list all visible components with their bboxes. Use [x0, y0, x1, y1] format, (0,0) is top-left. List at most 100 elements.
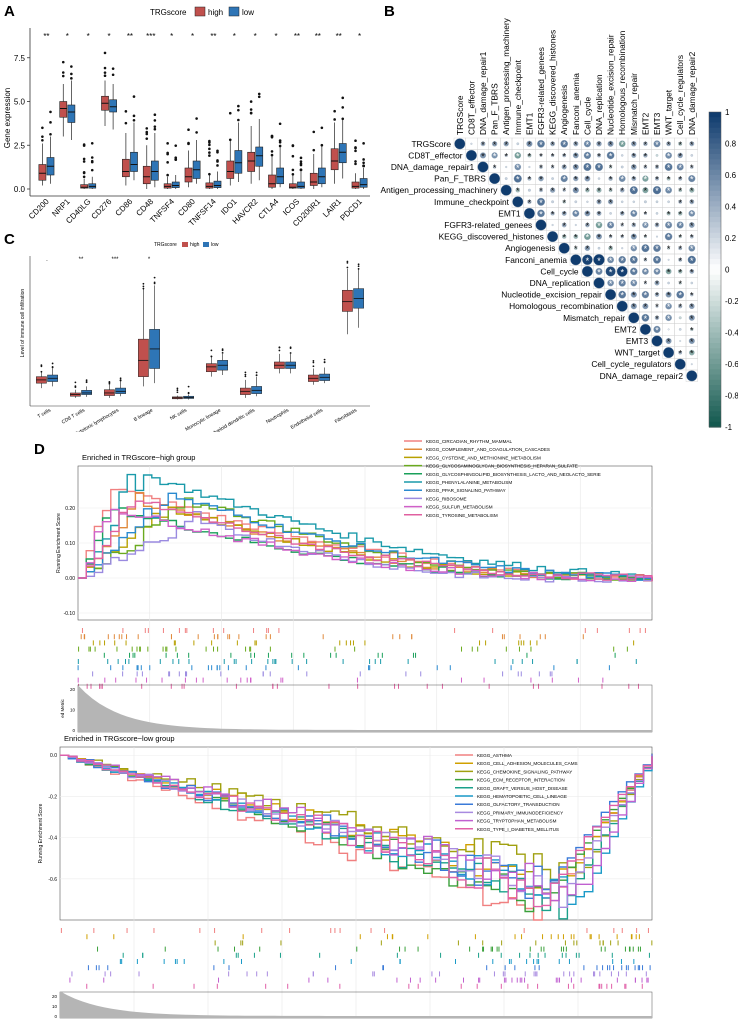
panel-b-corr-circle	[676, 290, 685, 299]
panel-b-corr-circle	[653, 244, 661, 252]
panel-b-corr-circle	[560, 140, 568, 148]
panel-b-signif-star: *	[609, 163, 613, 173]
panel-b-signif-star: *	[644, 256, 648, 266]
panel-b-corr-circle	[527, 176, 532, 181]
panel-b-colorbar-tick: -0.6	[725, 360, 738, 369]
panel-b-corr-circle	[551, 177, 554, 180]
panel-a-outlier	[270, 153, 274, 157]
panel-b-corr-circle	[639, 323, 651, 335]
panel-b-corr-circle	[643, 211, 647, 215]
panel-a-outlier	[41, 138, 44, 142]
panel-b-signif-star: *	[528, 140, 532, 150]
panel-a-signif: *	[108, 32, 111, 41]
panel-a-box-high	[226, 160, 235, 179]
panel-a-outlier	[166, 161, 169, 164]
panel-a-outlier	[153, 127, 157, 131]
panel-b-signif-star: *	[678, 279, 682, 289]
panel-b-corr-circle	[551, 223, 554, 227]
panel-b-signif-star: *	[516, 151, 520, 161]
panel-c-outlier	[210, 349, 213, 352]
panel-c-outlier	[255, 374, 258, 377]
panel-a-box-high	[80, 184, 88, 189]
panel-b-corr-circle	[688, 314, 695, 321]
panel-b-corr-circle	[618, 256, 626, 264]
panel-a-signif: *	[358, 32, 361, 41]
gsea-rank-area	[78, 685, 652, 732]
panel-b-signif-star: *	[667, 209, 671, 219]
panel-b-corr-circle	[653, 255, 661, 264]
panel-b-corr-circle	[678, 141, 683, 146]
panel-a-xtick-label: CD86	[114, 197, 135, 218]
panel-b-corr-circle	[606, 151, 615, 160]
panel-b-corr-circle	[605, 289, 617, 301]
panel-b-corr-circle	[667, 246, 671, 250]
panel-b-signif-star: *	[690, 314, 694, 324]
panel-c-outlier	[221, 351, 224, 354]
panel-b-corr-circle	[470, 142, 473, 145]
panel-c-outlier	[221, 348, 224, 351]
panel-b-col-label: WNT_target	[664, 89, 674, 135]
panel-d-label: D	[34, 441, 45, 458]
panel-a-outlier	[362, 142, 365, 145]
panel-b-corr-circle	[663, 347, 675, 359]
panel-b-signif-star: *	[562, 198, 566, 208]
panel-c-outlier	[176, 391, 179, 394]
gsea-rank-tick: 10	[70, 708, 76, 713]
panel-b-colorbar-segment	[709, 311, 721, 318]
panel-c-outlier	[108, 381, 111, 384]
panel-b-corr-circle	[643, 200, 647, 204]
panel-b-row-label: Fanconi_anemia	[505, 255, 567, 265]
panel-b-colorbar-segment	[709, 232, 721, 239]
panel-b-corr-circle	[689, 141, 695, 147]
panel-b-colorbar-segment	[709, 421, 721, 428]
panel-b-signif-star: *	[667, 140, 671, 150]
gsea-legend-label: KEGG_TYPE_I_DIABETES_MELLITUS	[477, 827, 559, 832]
panel-b-corr-circle	[654, 292, 660, 297]
panel-b-corr-circle	[560, 175, 568, 183]
panel-b-corr-circle	[651, 335, 663, 347]
panel-b-signif-star: *	[574, 186, 578, 196]
panel-b-corr-circle	[631, 141, 637, 147]
panel-b-colorbar-segment	[709, 180, 721, 187]
panel-b-corr-circle	[689, 303, 695, 309]
panel-b-corr-circle	[630, 244, 638, 252]
panel-b-col-label: Fanconi_anemia	[571, 73, 581, 135]
panel-b-corr-circle	[570, 254, 582, 266]
panel-c-outlier	[40, 370, 43, 373]
panel-a-ytick-label: 7.5	[14, 54, 26, 63]
panel-a-outlier	[90, 168, 94, 172]
panel-b-colorbar-segment	[709, 316, 721, 323]
panel-b-corr-circle	[641, 244, 650, 253]
panel-a-legend-title: TRGscore	[150, 8, 187, 17]
panel-a-box-low	[338, 143, 347, 164]
panel-b-corr-circle	[616, 300, 628, 312]
panel-b-corr-circle	[620, 165, 624, 169]
gsea-ytick-label: 0.20	[65, 506, 75, 512]
panel-b-corr-circle	[665, 291, 672, 298]
panel-b-colorbar-segment	[709, 164, 721, 171]
panel-c-outlier	[244, 375, 247, 378]
panel-c-outlier	[312, 365, 315, 368]
panel-b-corr-circle	[677, 152, 683, 159]
panel-b-signif-star: *	[539, 209, 543, 219]
panel-a-box-low	[109, 99, 117, 113]
panel-b-corr-circle	[607, 256, 614, 264]
panel-c-xtick-label: Fibroblasts	[334, 407, 359, 425]
panel-a-box-high	[38, 164, 47, 181]
panel-b-corr-circle	[607, 140, 614, 147]
panel-b-corr-circle	[667, 281, 670, 285]
panel-c-outlier	[153, 276, 156, 279]
panel-b-corr-circle	[618, 175, 626, 182]
panel-c-chart: C TRGscore high low Level of immune cell…	[4, 231, 370, 438]
panel-b-corr-circle	[513, 174, 522, 183]
panel-b-corr-circle	[539, 188, 543, 193]
panel-b-colorbar-segment	[709, 285, 721, 292]
panel-b-signif-star: *	[574, 244, 578, 254]
panel-b-corr-circle	[689, 234, 694, 239]
panel-b-corr-circle	[643, 281, 647, 285]
panel-b-signif-star: *	[655, 325, 659, 335]
panel-b-signif-star: *	[632, 279, 636, 289]
panel-b-corr-circle	[678, 281, 682, 285]
panel-b-signif-star: *	[609, 151, 613, 161]
panel-b-signif-star: *	[586, 175, 590, 185]
